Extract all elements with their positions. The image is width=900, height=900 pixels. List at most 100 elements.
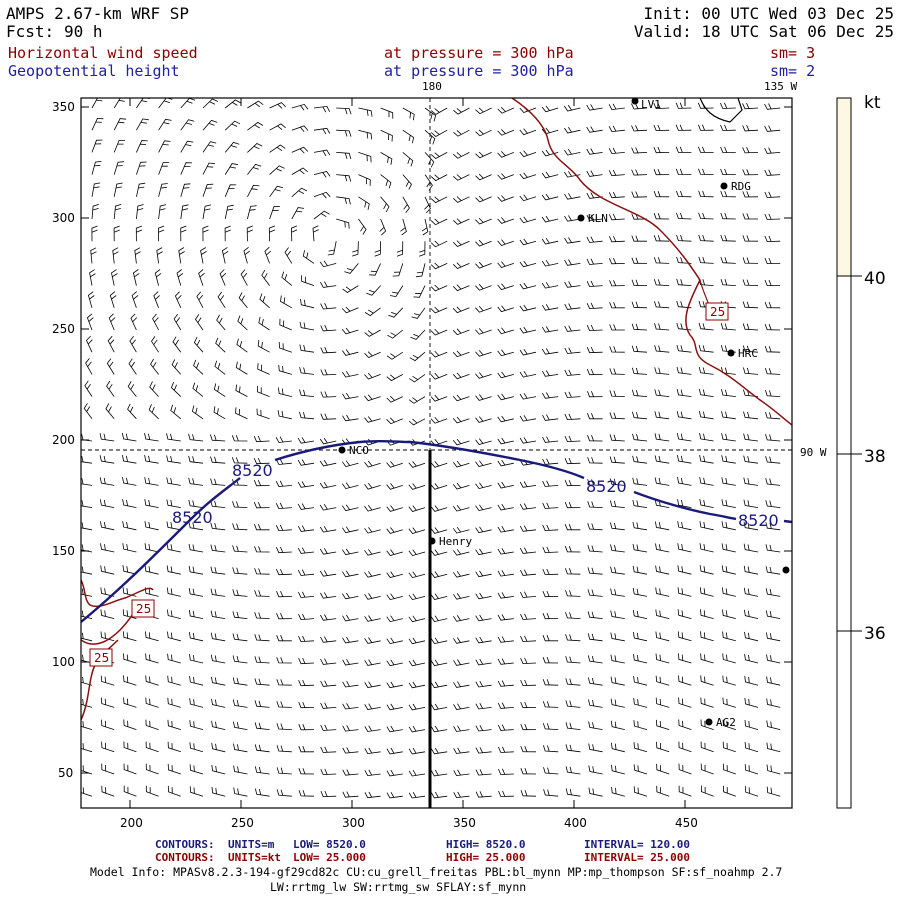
wind-barb: [587, 545, 603, 553]
station-unnamed[interactable]: [782, 566, 790, 574]
wind-barb: [699, 587, 714, 597]
wind-barb: [246, 225, 253, 242]
wind-barb: [565, 634, 581, 642]
wind-barb: [497, 239, 514, 246]
init-time: Init: 00 UTC Wed 03 Dec 25: [643, 4, 894, 23]
wind-barb: [424, 196, 431, 214]
wind-barb: [430, 703, 448, 711]
wind-barb: [520, 569, 537, 576]
wind-barb: [224, 184, 237, 197]
wind-barb: [180, 119, 195, 131]
wind-barb: [301, 275, 315, 286]
station-rdg[interactable]: RDG: [720, 180, 751, 193]
speed-contour-label-box: 25: [131, 599, 155, 618]
wind-barb: [421, 218, 429, 236]
wind-barb: [298, 746, 314, 753]
wind-barb: [542, 657, 559, 664]
wind-barb: [224, 225, 231, 242]
wind-barb: [430, 615, 448, 623]
wind-barb: [653, 257, 670, 264]
wind-barb: [765, 411, 781, 420]
wind-barb: [198, 269, 205, 286]
wind-barb: [364, 637, 381, 644]
wind-barb: [519, 370, 537, 378]
wind-barb: [261, 269, 270, 286]
wind-barb: [342, 614, 359, 622]
wind-barb: [298, 635, 315, 643]
wind-barb: [91, 98, 103, 109]
wind-barb: [247, 121, 264, 131]
wind-barb: [720, 278, 736, 286]
wind-barb: [721, 587, 736, 597]
wind-barb: [144, 543, 159, 553]
station-henry[interactable]: Henry: [428, 535, 473, 548]
wind-barb: [452, 482, 470, 490]
wind-barb: [498, 790, 514, 797]
wind-barb: [415, 263, 426, 278]
station-kln[interactable]: KLN: [577, 212, 608, 225]
wind-barb: [224, 204, 234, 220]
wind-barb: [298, 790, 315, 797]
wind-barb: [678, 719, 692, 730]
wind-barb: [430, 505, 448, 512]
wind-barb: [342, 725, 359, 732]
wind-barb: [632, 433, 648, 442]
wind-barb: [320, 636, 337, 643]
wind-barb: [475, 394, 492, 401]
wind-barb: [742, 102, 759, 110]
wind-barb: [364, 593, 381, 600]
wind-barb: [631, 191, 648, 198]
wind-barb: [211, 786, 226, 797]
wind-barb: [388, 307, 404, 318]
wind-barb: [408, 593, 426, 601]
wind-barb: [498, 768, 514, 775]
wind-barb: [386, 351, 404, 360]
wind-barb: [131, 291, 139, 308]
wind-barb: [101, 741, 115, 753]
wind-barb: [430, 637, 448, 645]
wind-barb: [744, 675, 759, 686]
wind-barb: [699, 455, 714, 464]
wind-barb: [453, 107, 470, 115]
wind-barb: [374, 241, 381, 257]
wind-barb: [215, 337, 226, 353]
wind-barb: [610, 522, 625, 531]
wind-barb: [158, 118, 172, 131]
wind-barb: [358, 174, 371, 186]
wind-barb: [766, 632, 781, 642]
wind-barb: [214, 360, 226, 375]
wind-barb: [107, 335, 115, 353]
station-nco[interactable]: NCO: [338, 444, 369, 457]
wind-barb: [564, 479, 581, 487]
station-hrc[interactable]: HRC: [727, 347, 758, 360]
field2-smoothing: sm= 2: [770, 62, 816, 80]
wind-barb: [745, 786, 759, 797]
wind-barb: [320, 347, 337, 354]
wind-barb: [408, 418, 426, 426]
wind-barb: [291, 207, 305, 220]
wind-barb: [677, 455, 692, 464]
wind-barb: [765, 389, 781, 397]
wind-barb: [122, 543, 137, 553]
wind-barb: [452, 394, 470, 402]
wind-barb: [167, 763, 181, 775]
wind-barb: [631, 147, 648, 154]
wind-barb: [475, 592, 492, 600]
wind-barb: [475, 460, 492, 467]
wind-barb: [210, 632, 226, 642]
wind-barb: [247, 143, 263, 153]
wind-barb: [698, 388, 714, 397]
wind-barb: [720, 256, 736, 264]
wind-barb: [336, 218, 350, 229]
wind-barb: [240, 269, 248, 286]
wind-barb: [291, 125, 309, 133]
station-lv1[interactable]: LV1: [631, 97, 661, 112]
wind-barb: [166, 499, 181, 508]
wind-barb: [699, 410, 714, 420]
wind-barb: [81, 478, 93, 486]
wind-barb: [654, 411, 670, 420]
wind-barb: [610, 676, 625, 686]
station-ag2[interactable]: AG2: [705, 716, 736, 729]
wind-barb: [520, 635, 537, 643]
wind-barb: [677, 587, 692, 597]
